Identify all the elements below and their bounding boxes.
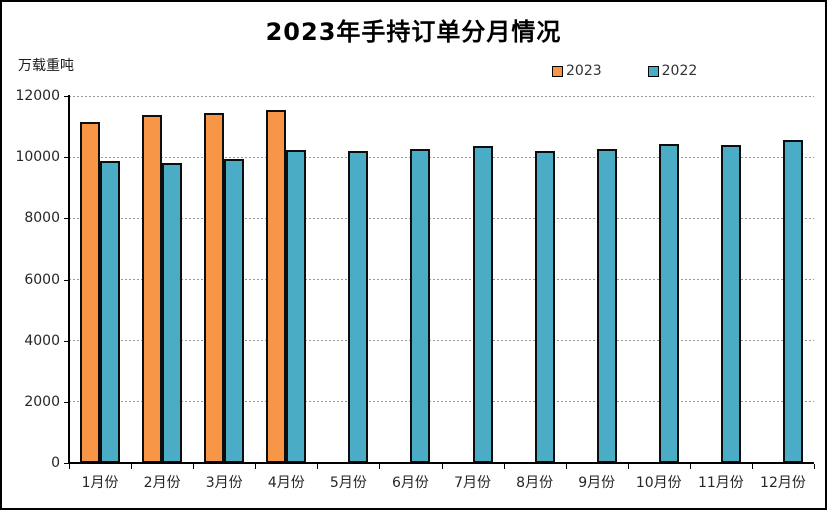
x-axis-tick-mark [751,464,753,469]
x-axis-tick-mark [69,464,70,469]
x-axis-category-label-8: 8月份 [516,475,554,491]
x-axis-tick-mark [565,464,567,469]
x-axis-category-label-10: 10月份 [635,475,682,491]
bar-2022-2月份 [162,163,183,463]
x-axis-tick-mark [317,464,319,469]
bar-2022-3月份 [224,159,245,463]
gridline-2000 [69,401,814,403]
legend: 2023 2022 [552,63,697,79]
gridline-6000 [69,279,814,280]
x-axis-category-label-3: 3月份 [205,475,243,491]
legend-swatch-2023 [552,65,563,77]
x-axis-category-label-5: 5月份 [329,475,367,491]
gridline-12000 [69,95,814,97]
y-axis-tick-label-6000: 6000 [24,271,60,288]
x-axis-tick-mark [627,464,629,469]
bar-2022-7月份 [472,145,493,463]
bar-2023-2月份 [142,114,163,463]
x-axis-tick-mark [131,464,133,469]
y-axis-unit-label: 万载重吨 [18,58,74,74]
bar-2022-8月份 [534,150,555,463]
y-axis-tick-label-12000: 12000 [15,88,60,104]
legend-entry-2023: 2023 [552,63,602,79]
x-axis-tick-mark [814,464,815,469]
y-axis-tick-mark [64,463,69,464]
legend-swatch-2022 [647,65,659,77]
bar-2022-12月份 [782,140,803,463]
bar-2022-10月份 [658,143,679,463]
y-axis-line [68,95,70,463]
bar-2023-3月份 [204,112,225,463]
y-axis-tick-mark [64,340,69,342]
x-axis-category-label-9: 9月份 [578,475,616,491]
chart-title: 2023年手持订单分月情况 [265,18,562,46]
bar-2022-9月份 [596,149,617,463]
y-axis-tick-mark [64,157,69,159]
bar-2022-4月份 [286,149,307,463]
y-axis-tick-label-2000: 2000 [24,393,60,410]
legend-label-2022: 2022 [661,63,698,79]
y-axis-tick-mark [64,218,69,220]
gridline-4000 [69,340,814,342]
x-axis-category-label-7: 7月份 [454,475,491,491]
y-axis-tick-label-8000: 8000 [24,210,60,227]
y-axis-tick-label-10000: 10000 [15,149,60,166]
bar-2022-11月份 [720,145,741,463]
y-axis-tick-label-4000: 4000 [24,332,60,349]
x-axis-category-label-4: 4月份 [267,475,305,491]
legend-label-2023: 2023 [566,63,602,79]
y-axis-tick-mark [64,96,69,97]
x-axis-category-label-11: 11月份 [697,475,744,491]
bar-2022-5月份 [348,150,369,463]
x-axis-category-label-6: 6月份 [391,475,429,491]
gridline-10000 [69,156,814,158]
x-axis-tick-mark [379,464,381,469]
legend-entry-2022: 2022 [647,63,698,79]
x-axis-tick-mark [503,464,505,469]
x-axis-tick-mark [441,464,443,469]
x-axis-tick-mark [193,464,195,469]
gridline-8000 [69,217,814,219]
bar-2022-6月份 [410,148,431,463]
y-axis-tick-mark [64,401,69,403]
bar-2022-1月份 [100,161,121,463]
x-axis-category-label-1: 1月份 [81,475,119,491]
y-axis-tick-mark [64,279,69,281]
x-axis-tick-mark [255,464,257,469]
y-axis-tick-label-0: 0 [51,455,60,471]
bar-2023-4月份 [266,110,287,463]
x-axis-tick-mark [689,464,691,469]
x-axis-line [68,462,814,464]
x-axis-category-label-12: 12月份 [760,475,806,491]
x-axis-category-label-2: 2月份 [143,475,181,491]
bar-2023-1月份 [80,122,101,463]
